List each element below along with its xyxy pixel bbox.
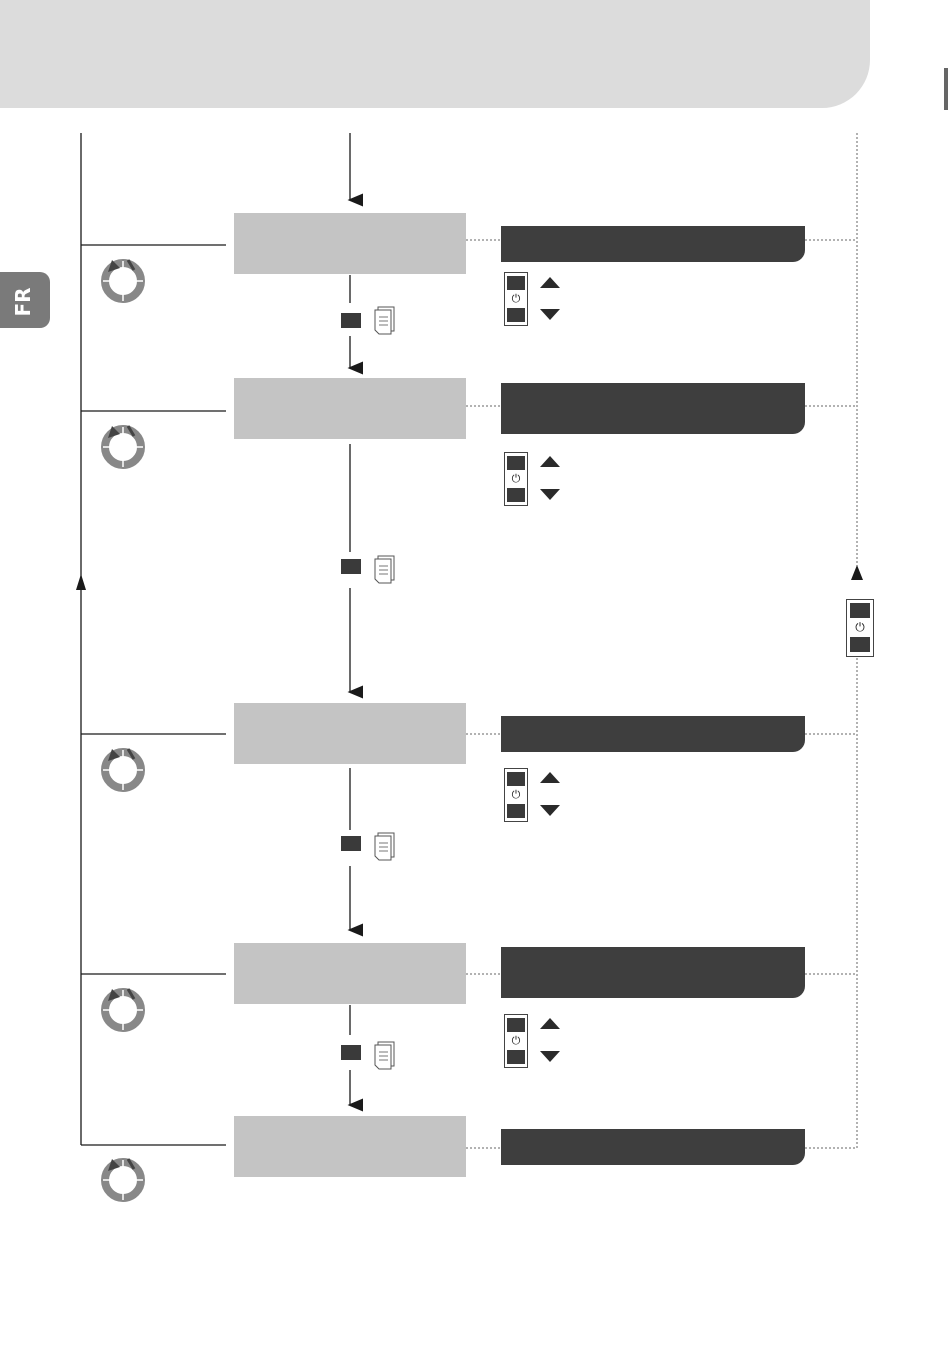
cycle-arrow-icon [101,988,145,1032]
menu-button-icon [341,313,361,328]
document-icon [374,832,395,861]
header-band [0,0,870,108]
step-box-4 [234,943,466,1004]
left-loop-arrow [76,574,86,590]
remote-icon: ⏻ [504,1014,528,1068]
step-box-5 [234,1116,466,1177]
document-icon [374,1041,395,1070]
side-remote-icon: ⏻ [846,599,874,657]
arrow-down-icon [540,1051,560,1062]
menu-button-icon [341,1045,361,1060]
power-icon: ⏻ [511,472,521,485]
arrow-down-icon [540,805,560,816]
power-icon: ⏻ [511,788,521,801]
step-box-2 [234,378,466,439]
cycle-arrow-icon [101,425,145,469]
power-icon: ⏻ [511,292,521,305]
document-icon [374,306,395,335]
arrow-up-icon [540,1018,560,1029]
arrow-down-icon [540,489,560,500]
cycle-arrow-icon [101,1158,145,1202]
cycle-arrow-icon [101,259,145,303]
display-bar-5 [501,1129,805,1165]
document-icon [374,555,395,584]
power-icon: ⏻ [511,1034,521,1047]
arrow-up-icon [540,772,560,783]
display-bar-3 [501,716,805,752]
remote-icon: ⏻ [504,452,528,506]
display-bar-2 [501,383,805,434]
remote-icon: ⏻ [504,768,528,822]
power-icon: ⏻ [855,620,865,634]
arrow-down-icon [540,309,560,320]
arrow-up-icon [540,277,560,288]
remote-icon: ⏻ [504,272,528,326]
display-bar-1 [501,226,805,262]
page-edge-mark [944,68,948,110]
display-bar-4 [501,947,805,998]
menu-button-icon [341,836,361,851]
menu-button-icon [341,559,361,574]
language-tab: FR [0,272,50,328]
right-loop-arrow [851,565,863,580]
step-box-3 [234,703,466,764]
cycle-arrow-icon [101,748,145,792]
arrow-up-icon [540,456,560,467]
step-box-1 [234,213,466,274]
